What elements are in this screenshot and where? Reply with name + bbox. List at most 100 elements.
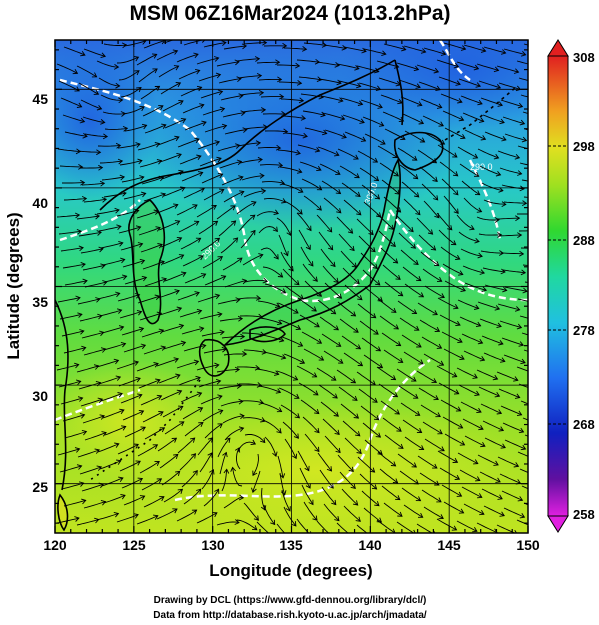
streamline-arrowhead: [438, 360, 445, 366]
streamline-arrowhead: [139, 105, 145, 112]
streamline: [498, 82, 521, 90]
streamline: [96, 60, 119, 68]
streamline: [124, 124, 147, 132]
streamline-arrowhead: [190, 453, 197, 459]
streamline: [76, 365, 99, 373]
streamline-arrowhead: [538, 491, 543, 496]
streamline: [83, 198, 107, 203]
streamline-arrowhead: [497, 494, 503, 500]
streamline: [299, 467, 311, 489]
streamline-arrowhead: [101, 196, 108, 203]
streamline-arrowhead: [333, 325, 339, 331]
streamline: [100, 242, 123, 249]
streamline: [496, 65, 519, 73]
streamline: [443, 348, 465, 360]
streamline-arrowhead: [440, 50, 447, 56]
streamline-arrowhead: [534, 457, 539, 462]
streamline-arrowhead: [369, 467, 376, 473]
streamline-arrowhead: [447, 225, 453, 231]
streamline: [341, 488, 359, 506]
streamline: [376, 213, 394, 230]
streamline-arrowhead: [275, 144, 282, 151]
streamline: [498, 388, 520, 399]
streamline-arrowhead: [250, 214, 256, 220]
streamline: [443, 195, 459, 214]
streamline-arrowhead: [335, 169, 341, 175]
streamline-arrowhead: [433, 195, 439, 201]
streamline-arrowhead: [430, 245, 437, 251]
streamline: [363, 507, 382, 523]
streamline-arrowhead: [453, 208, 459, 214]
streamline: [359, 473, 377, 490]
streamline-arrowhead: [172, 49, 179, 55]
streamline: [99, 160, 123, 164]
streamline-arrowhead: [302, 132, 308, 139]
streamline: [342, 267, 360, 284]
streamline-arrowhead: [354, 64, 360, 71]
streamline: [178, 377, 201, 386]
streamline-arrowhead: [135, 376, 141, 383]
streamline: [357, 150, 378, 163]
streamline: [103, 43, 127, 46]
streamline: [123, 495, 145, 506]
streamline-arrowhead: [219, 188, 225, 194]
streamline-arrowhead: [294, 413, 301, 419]
streamline-arrowhead: [353, 154, 359, 160]
streamline: [422, 421, 443, 435]
streamline: [396, 62, 419, 71]
streamline-arrowhead: [120, 257, 126, 264]
streamline-arrowhead: [297, 209, 303, 215]
streamline-arrowhead: [156, 394, 163, 401]
streamline: [362, 269, 381, 286]
axis-ticks: [54, 40, 529, 533]
streamline: [263, 504, 276, 525]
streamline-arrowhead: [134, 293, 141, 299]
streamline: [117, 444, 139, 455]
streamline: [341, 335, 361, 350]
streamline-arrowhead: [375, 280, 381, 286]
streamline-arrowhead: [380, 139, 386, 145]
streamline-arrowhead: [216, 156, 222, 163]
streamline-arrowhead: [519, 250, 525, 257]
streamline-arrowhead: [254, 364, 261, 371]
streamline: [463, 503, 485, 515]
streamline-arrowhead: [427, 229, 434, 235]
streamline: [83, 501, 106, 509]
streamline: [59, 465, 82, 473]
streamline: [77, 150, 101, 153]
streamline-arrowhead: [160, 345, 167, 351]
streamline: [282, 115, 306, 119]
streamline-arrowhead: [159, 496, 165, 502]
streamline: [78, 82, 99, 95]
streamline: [497, 456, 519, 467]
streamline-arrowhead: [294, 280, 300, 286]
streamline-arrowhead: [328, 483, 334, 489]
streamline-arrowhead: [374, 194, 381, 200]
streamline-arrowhead: [96, 230, 102, 236]
streamline-arrowhead: [178, 254, 185, 260]
streamline-arrowhead: [411, 462, 417, 468]
streamline: [264, 130, 288, 133]
streamline-arrowhead: [336, 79, 342, 86]
streamline-arrowhead: [304, 465, 310, 472]
streamline-arrowhead: [361, 47, 367, 54]
streamline-arrowhead: [100, 347, 107, 353]
streamline-arrowhead: [459, 440, 466, 446]
streamline: [338, 386, 358, 401]
streamline-arrowhead: [241, 278, 248, 285]
streamline: [119, 160, 142, 166]
streamline: [178, 221, 199, 233]
streamline: [403, 45, 426, 53]
streamline-arrowhead: [542, 131, 547, 136]
streamline-arrowhead: [434, 326, 441, 332]
streamline: [76, 519, 99, 526]
streamline: [401, 181, 420, 198]
streamline: [298, 76, 322, 81]
streamline-arrowhead: [412, 155, 418, 161]
streamline-arrowhead: [279, 93, 285, 100]
streamline: [344, 131, 366, 142]
streamline-arrowhead: [518, 341, 525, 347]
streamline: [63, 499, 86, 507]
streamline: [78, 231, 102, 237]
